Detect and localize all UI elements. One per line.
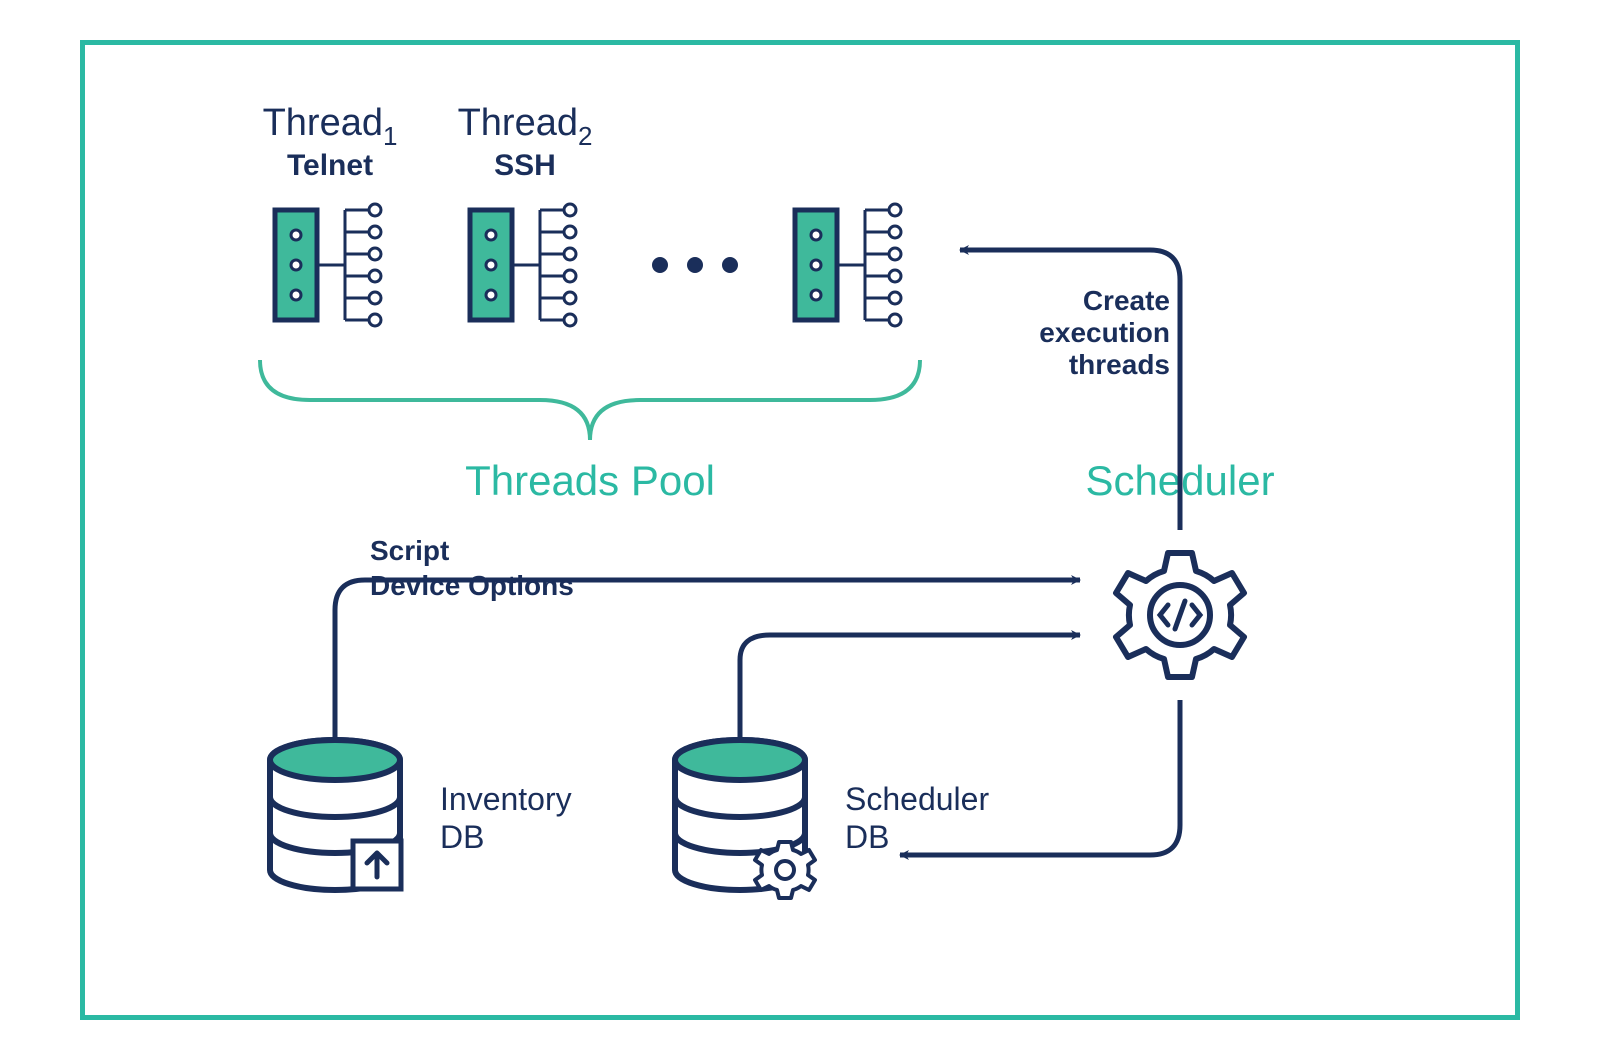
- thread2-proto: SSH: [494, 149, 556, 182]
- thread-1: Thread1 Telnet: [263, 102, 398, 182]
- ellipsis: [652, 257, 738, 273]
- arrow-label-device-options: Device Options: [370, 570, 574, 601]
- threads-brace: [260, 360, 920, 440]
- diagram-svg: Thread1 Telnet Thread2 SSH: [80, 40, 1520, 1020]
- diagram-frame: Thread1 Telnet Thread2 SSH: [80, 40, 1520, 1020]
- thread-2-chip: [470, 204, 576, 326]
- create-threads-l2: execution: [1039, 317, 1170, 348]
- inventory-db-l1: Inventory: [440, 781, 572, 817]
- thread1-proto: Telnet: [287, 149, 373, 182]
- thread2-label: Thread2: [458, 102, 593, 151]
- threads-pool-label: Threads Pool: [465, 457, 715, 504]
- scheduler-gear-icon: [1116, 553, 1244, 677]
- arrow-inventory-to-scheduler: [335, 580, 1080, 740]
- thread-1-chip: [275, 204, 381, 326]
- scheduler-db-icon: [675, 740, 815, 898]
- thread1-label: Thread1: [263, 102, 398, 151]
- arrow-label-script: Script: [370, 535, 449, 566]
- thread-2: Thread2 SSH: [458, 102, 593, 182]
- inventory-db-l2: DB: [440, 819, 484, 855]
- thread-n-chip: [795, 204, 901, 326]
- create-threads-l1: Create: [1083, 285, 1170, 316]
- scheduler-db-l1: Scheduler: [845, 781, 989, 817]
- scheduler-db-l2: DB: [845, 819, 889, 855]
- arrow-scheduler-to-schedulerdb: [900, 700, 1180, 855]
- arrow-schedulerdb-to-scheduler: [740, 635, 1080, 740]
- create-threads-l3: threads: [1069, 349, 1170, 380]
- inventory-db-icon: [270, 740, 401, 890]
